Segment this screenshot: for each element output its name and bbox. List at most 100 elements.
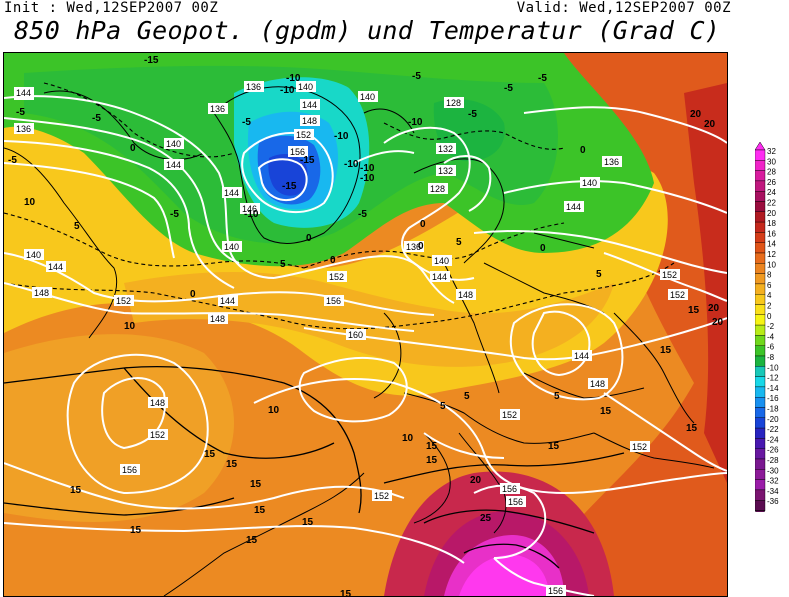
svg-text:5: 5 [280, 259, 286, 270]
label-148c: 148 [208, 313, 228, 324]
svg-text:144: 144 [302, 100, 317, 110]
svg-text:156: 156 [502, 484, 517, 494]
svg-text:15: 15 [70, 485, 82, 496]
svg-text:156: 156 [326, 296, 341, 306]
valid-time: Valid: Wed,12SEP2007 00Z [516, 0, 731, 16]
svg-text:10: 10 [24, 197, 36, 208]
svg-text:144: 144 [220, 296, 235, 306]
legend-swatch [755, 252, 766, 264]
legend-label: 12 [767, 250, 776, 259]
legend-swatch [755, 221, 766, 233]
svg-text:-5: -5 [504, 83, 513, 94]
legend-label: -22 [767, 425, 779, 434]
label-152h: 152 [630, 441, 650, 452]
legend-swatch [755, 314, 766, 326]
svg-text:15: 15 [660, 345, 672, 356]
legend-swatch [755, 149, 766, 161]
svg-text:20: 20 [704, 119, 716, 130]
legend-label: -4 [767, 332, 775, 341]
legend-swatch [755, 160, 766, 171]
label-152b: 152 [114, 295, 134, 306]
svg-text:15: 15 [254, 505, 266, 516]
svg-text:15: 15 [600, 406, 612, 417]
svg-text:-5: -5 [92, 113, 101, 124]
svg-text:156: 156 [122, 465, 137, 475]
svg-text:-10: -10 [408, 117, 423, 128]
legend-swatch [755, 427, 766, 439]
legend-label: -16 [767, 394, 779, 403]
svg-text:10: 10 [124, 321, 136, 332]
geopotential-labels: 140 136 144 140 144 136 136 140 144 148 … [14, 81, 688, 596]
legend-label: 4 [767, 291, 772, 300]
svg-text:20: 20 [712, 317, 724, 328]
svg-text:148: 148 [34, 288, 49, 298]
legend-label: -34 [767, 487, 779, 496]
legend-label: -36 [767, 497, 779, 506]
svg-text:20: 20 [690, 109, 702, 120]
color-legend: 32302826242220181614121086420-2-4-6-8-10… [755, 142, 779, 512]
svg-text:10: 10 [268, 405, 280, 416]
legend-swatch [755, 396, 766, 408]
label-136d: 136 [602, 156, 622, 167]
svg-text:148: 148 [458, 290, 473, 300]
legend-swatch [755, 438, 766, 449]
svg-text:152: 152 [670, 290, 685, 300]
svg-text:15: 15 [226, 459, 238, 470]
label-152f: 152 [148, 429, 168, 440]
map-title: 850 hPa Geopot. (gpdm) und Temperatur (G… [14, 16, 721, 45]
legend-label: -8 [767, 353, 775, 362]
svg-text:148: 148 [590, 379, 605, 389]
legend-label: 8 [767, 271, 772, 280]
svg-text:15: 15 [426, 441, 438, 452]
svg-text:15: 15 [686, 423, 698, 434]
legend-swatch [755, 211, 766, 223]
svg-text:-5: -5 [412, 71, 421, 82]
svg-text:144: 144 [48, 262, 63, 272]
svg-text:15: 15 [426, 455, 438, 466]
label-152: 152 [294, 129, 314, 140]
legend-label: 0 [767, 312, 772, 321]
svg-text:152: 152 [502, 410, 517, 420]
label-140d: 140 [222, 241, 242, 252]
svg-text:5: 5 [596, 269, 602, 280]
legend-arrow-top [755, 142, 766, 151]
svg-text:140: 140 [166, 139, 181, 149]
label-140c: 140 [296, 81, 316, 92]
svg-text:140: 140 [298, 82, 313, 92]
legend-label: 20 [767, 209, 776, 218]
label-156e: 156 [506, 496, 526, 507]
label-128b: 128 [428, 183, 448, 194]
svg-text:15: 15 [688, 305, 700, 316]
svg-text:0: 0 [130, 143, 136, 154]
legend-swatch [755, 355, 766, 367]
legend-swatch [755, 242, 766, 254]
legend-label: 2 [767, 302, 772, 311]
svg-text:0: 0 [420, 219, 426, 230]
legend-label: 30 [767, 157, 776, 166]
label-144: 144 [14, 87, 34, 98]
svg-text:-10: -10 [360, 163, 375, 174]
legend-swatch [755, 293, 766, 305]
svg-text:15: 15 [250, 479, 262, 490]
label-140f: 140 [580, 177, 600, 188]
label-156b: 156 [324, 295, 344, 306]
label-140h: 140 [24, 249, 44, 260]
svg-text:-5: -5 [468, 109, 477, 120]
svg-text:5: 5 [456, 237, 462, 248]
label-152i: 152 [372, 490, 392, 501]
svg-text:136: 136 [246, 82, 261, 92]
label-144f: 144 [430, 271, 450, 282]
legend-label: 32 [767, 147, 776, 156]
svg-text:144: 144 [16, 88, 31, 98]
legend-swatch [755, 324, 766, 336]
label-144i: 144 [572, 350, 592, 361]
label-136b: 136 [208, 103, 228, 114]
weather-map: 140 136 144 140 144 136 136 140 144 148 … [3, 52, 728, 597]
label-144h: 144 [218, 295, 238, 306]
svg-text:140: 140 [582, 178, 597, 188]
svg-text:0: 0 [540, 243, 546, 254]
label-146: 146 [240, 203, 260, 214]
legend-swatch [755, 170, 766, 182]
legend-label: -14 [767, 384, 779, 393]
svg-text:-15: -15 [282, 181, 297, 192]
